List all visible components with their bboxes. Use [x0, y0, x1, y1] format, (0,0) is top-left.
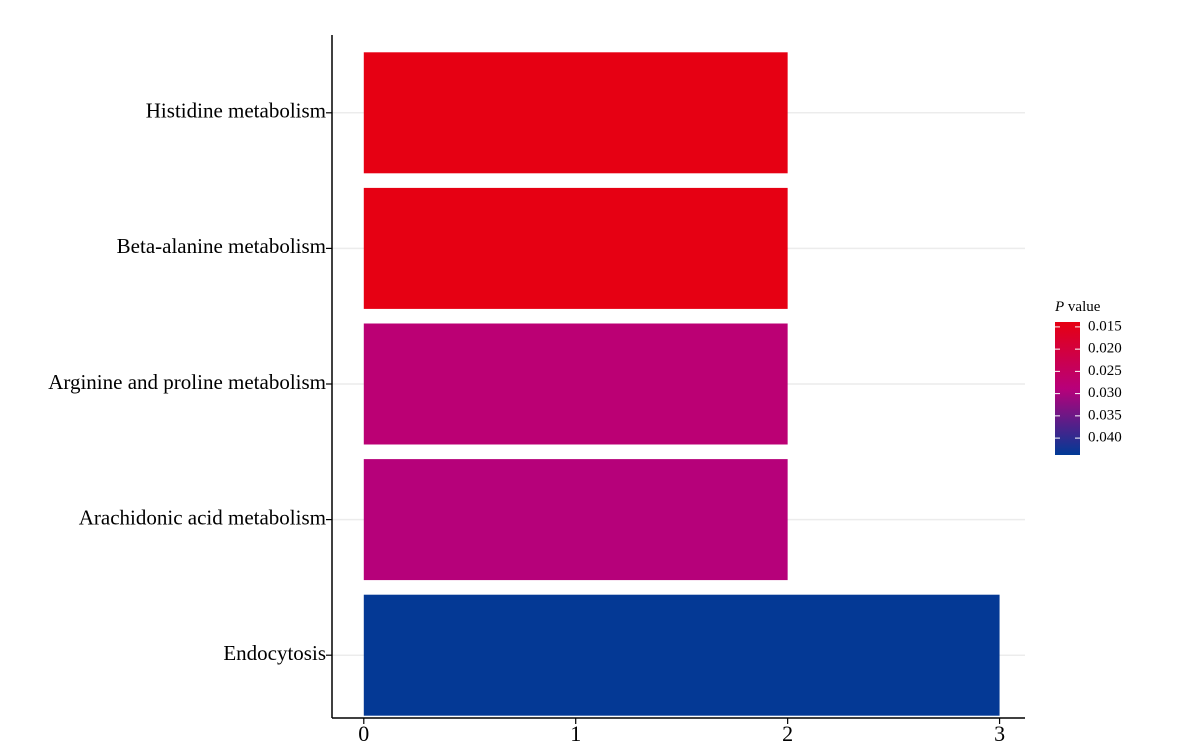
x-tick-label: 0	[358, 721, 369, 746]
y-tick-label: Arginine and proline metabolism	[48, 370, 326, 394]
legend-title: P value	[1054, 299, 1101, 315]
colorbar-tick-label: 0.030	[1088, 385, 1122, 401]
y-tick-label: Histidine metabolism	[146, 99, 326, 123]
x-tick-label: 1	[570, 721, 581, 746]
bar	[363, 459, 788, 581]
y-tick-label: Arachidonic acid metabolism	[79, 505, 326, 529]
y-tick-label: Endocytosis	[223, 641, 326, 665]
bar	[363, 323, 788, 445]
colorbar-tick-label: 0.040	[1088, 430, 1122, 446]
colorbar-tick-label: 0.035	[1088, 407, 1122, 423]
bar	[363, 52, 788, 174]
colorbar-tick-label: 0.015	[1088, 318, 1122, 334]
x-tick-label: 2	[782, 721, 793, 746]
bar	[363, 594, 1000, 716]
colorbar-tick-label: 0.025	[1088, 363, 1122, 379]
legend-title-text: value	[1068, 299, 1101, 315]
x-tick-label: 3	[994, 721, 1005, 746]
legend-title-italic: P	[1054, 299, 1064, 315]
colorbar-tick-label: 0.020	[1088, 341, 1122, 357]
colorbar	[1055, 322, 1080, 455]
bar	[363, 187, 788, 309]
y-tick-label: Beta-alanine metabolism	[117, 234, 326, 258]
